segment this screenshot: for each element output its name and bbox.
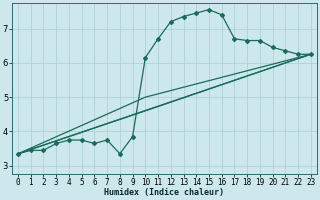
X-axis label: Humidex (Indice chaleur): Humidex (Indice chaleur) (104, 188, 224, 197)
